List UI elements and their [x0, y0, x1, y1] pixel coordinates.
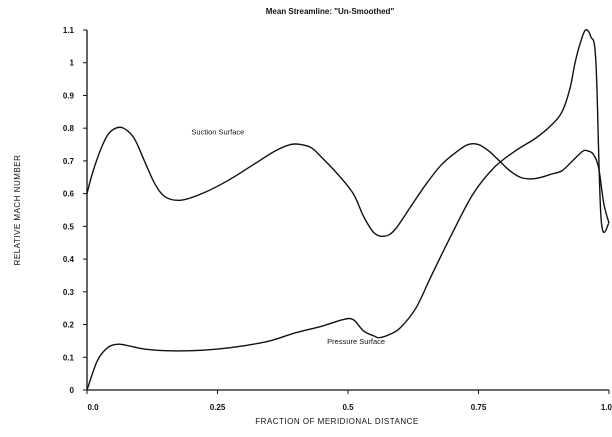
y-axis-title: RELATIVE MACH NUMBER	[13, 155, 22, 266]
y-tick-label: 1	[70, 59, 75, 68]
pressure-surface-line	[86, 29, 610, 391]
suction-surface-line	[86, 126, 610, 238]
x-tick-label: 0.5	[342, 403, 354, 412]
y-tick-label: 0.3	[63, 288, 75, 297]
y-tick-label: 0.1	[63, 353, 75, 362]
plot-frame	[86, 30, 609, 391]
y-tick-label: 0.8	[63, 124, 75, 133]
pressure-surface-label: Pressure Surface	[327, 337, 385, 346]
y-axis-ticks: 0 0.1 0.2 0.3 0.4 0.5 0.6 0.7 0.8 0.9 1 1.1	[63, 26, 87, 395]
y-tick-label: 0.5	[63, 222, 75, 231]
chart-subtitle: Mean Streamline: "Un-Smoothed"	[266, 7, 395, 16]
x-tick-label: 0.75	[471, 403, 487, 412]
series-labels: Suction Surface Pressure Surface	[191, 128, 385, 346]
y-tick-label: 0.2	[63, 321, 75, 330]
y-tick-label: 0.4	[63, 255, 75, 264]
series-group	[86, 29, 610, 391]
y-tick-label: 1.1	[63, 26, 75, 35]
y-tick-label: 0.6	[63, 190, 75, 199]
x-tick-label: 1.0	[601, 403, 612, 412]
x-axis-title: FRACTION OF MERIDIONAL DISTANCE	[255, 417, 419, 426]
y-tick-label: 0	[70, 386, 75, 395]
suction-surface-label: Suction Surface	[191, 128, 244, 137]
y-tick-label: 0.7	[63, 157, 75, 166]
x-tick-label: 0.0	[87, 403, 99, 412]
x-tick-label: 0.25	[210, 403, 226, 412]
x-axis-ticks: 0.0 0.25 0.5 0.75 1.0	[86, 390, 612, 412]
partial-top-title: ~ ~ ~ ~ ~ ~ ~ ~ ~ ~ ~ ~	[241, 0, 372, 2]
y-tick-label: 0.9	[63, 91, 75, 100]
